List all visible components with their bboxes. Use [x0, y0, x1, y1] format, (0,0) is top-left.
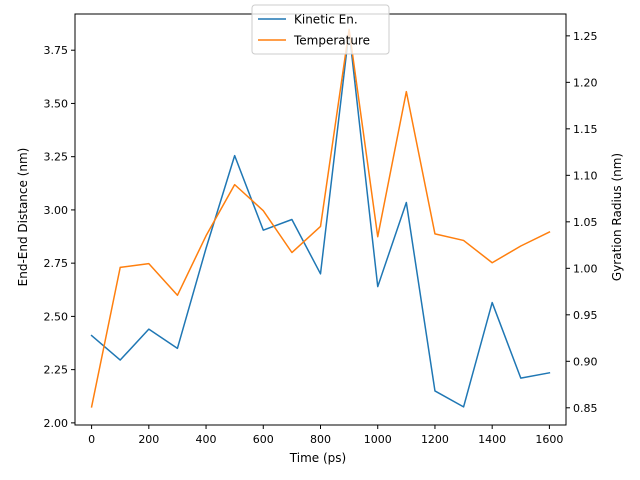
- x-tick-label: 0: [88, 433, 95, 446]
- right-y-axis-label: Gyration Radius (nm): [610, 153, 624, 281]
- right-y-tick-label: 0.90: [573, 355, 598, 368]
- x-tick-label: 200: [138, 433, 159, 446]
- x-tick-label: 600: [253, 433, 274, 446]
- right-y-tick-label: 1.25: [573, 30, 598, 43]
- axes-layer: [74, 13, 567, 426]
- left-y-axis-label: End-End Distance (nm): [16, 148, 30, 287]
- right-y-tick-label: 1.20: [573, 76, 598, 89]
- left-y-tick-label: 2.50: [44, 310, 69, 323]
- legend-frame: [251, 4, 390, 55]
- legend-label-temperature: Temperature: [293, 34, 370, 48]
- right-y-tick-label: 1.10: [573, 169, 598, 182]
- left-y-tick-label: 3.75: [44, 44, 69, 57]
- x-tick-label: 1400: [478, 433, 506, 446]
- axes-frame: [74, 13, 567, 426]
- x-axis-label: Time (ps): [289, 451, 346, 465]
- left-y-tick-label: 3.50: [44, 97, 69, 110]
- legend-label-kinetic: Kinetic En.: [294, 13, 358, 27]
- series-line-kinetic-en: [90, 30, 551, 408]
- x-tick-label: 400: [196, 433, 217, 446]
- right-y-tick-label: 0.85: [573, 402, 598, 415]
- left-y-tick-label: 2.75: [44, 257, 69, 270]
- x-tick-label: 1600: [535, 433, 563, 446]
- right-y-tick-label: 1.05: [573, 216, 598, 229]
- right-y-tick-label: 0.95: [573, 309, 598, 322]
- left-y-tick-label: 2.25: [44, 364, 69, 377]
- legend: Kinetic En. Temperature: [251, 4, 390, 55]
- x-tick-label: 800: [310, 433, 331, 446]
- left-y-tick-label: 3.25: [44, 151, 69, 164]
- series-layer: [90, 28, 551, 408]
- right-y-tick-label: 1.00: [573, 262, 598, 275]
- left-y-tick-label: 3.00: [44, 204, 69, 217]
- x-tick-label: 1000: [364, 433, 392, 446]
- right-y-tick-label: 1.15: [573, 123, 598, 136]
- left-y-tick-label: 2.00: [44, 417, 69, 430]
- series-line-temperature: [90, 28, 551, 408]
- ticks-layer: 0 200 400 600 800 1000 1200 1400 1600 2.00 2.25 2.5…: [44, 30, 598, 446]
- x-tick-label: 1200: [421, 433, 449, 446]
